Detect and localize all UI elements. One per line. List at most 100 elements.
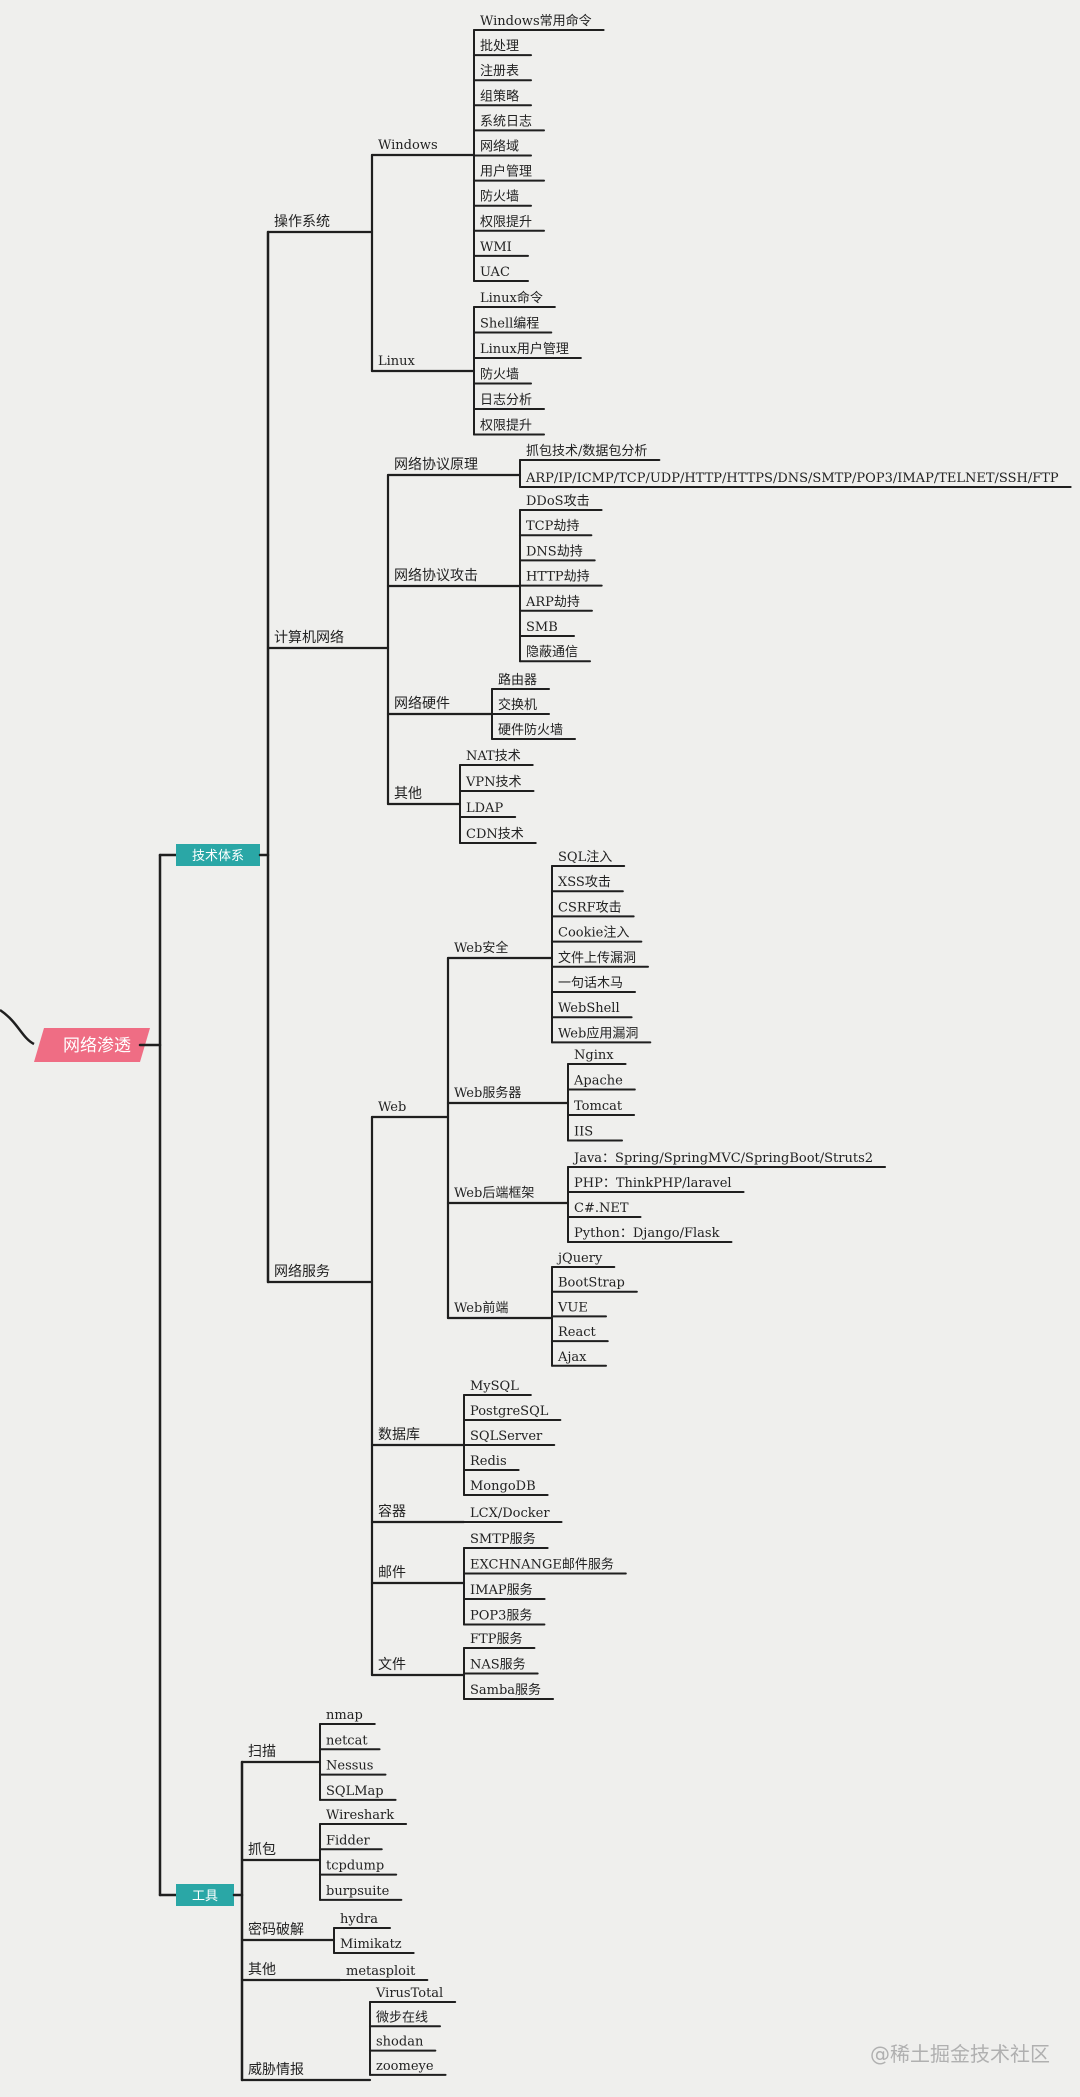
leaf-label: 抓包技术/数据包分析 [526, 444, 647, 459]
leaf-label: IMAP服务 [470, 1582, 533, 1598]
leaf-label: MongoDB [470, 1479, 536, 1494]
branch-label: Web后端框架 [454, 1186, 534, 1201]
branch-label: 其他 [248, 1962, 276, 1978]
branch-label: 文件 [378, 1657, 406, 1673]
branch-label: 容器 [378, 1503, 406, 1520]
leaf-label: tcpdump [326, 1859, 384, 1874]
leaf-label: Python：Django/Flask [574, 1226, 720, 1241]
branch-label: 计算机网络 [274, 630, 344, 646]
branch-label: 网络协议攻击 [394, 568, 478, 584]
leaf-label: 路由器 [498, 672, 537, 688]
leaf-label: shodan [376, 2035, 424, 2050]
branch-label: 密码破解 [248, 1921, 304, 1938]
leaf-label: 日志分析 [480, 393, 532, 408]
root-node [34, 1028, 150, 1062]
leaf-label: VUE [557, 1300, 588, 1315]
leaf-label: Windows常用命令 [480, 13, 592, 29]
leaf-label: Tomcat [574, 1099, 623, 1114]
leaf-label: nmap [326, 1708, 363, 1723]
leaf-label: CDN技术 [466, 827, 524, 842]
leaf-label: HTTP劫持 [526, 570, 590, 585]
leaf-label: DNS劫持 [526, 544, 583, 559]
branch-label: 网络服务 [274, 1264, 330, 1280]
branch-label: 网络协议原理 [394, 457, 478, 473]
leaf-label: Linux命令 [480, 290, 543, 306]
category-tools [176, 1884, 234, 1906]
leaf-label: SQLServer [470, 1429, 543, 1444]
leaf-label: TCP劫持 [526, 519, 579, 534]
leaf-label: BootStrap [558, 1276, 625, 1291]
leaf-label: POP3服务 [470, 1608, 532, 1624]
leaf-label: jQuery [556, 1251, 603, 1266]
leaf-label: Fidder [326, 1833, 371, 1848]
connector-line [0, 1008, 35, 1046]
leaf-label: 防火墙 [480, 189, 519, 205]
leaf-label: SQLMap [326, 1784, 384, 1799]
leaf-label: 一句话木马 [558, 976, 623, 991]
leaf-label: 注册表 [480, 64, 519, 79]
leaf-label: Redis [470, 1454, 507, 1469]
leaf-label: WebShell [558, 1001, 620, 1016]
leaf-label: 权限提升 [480, 214, 532, 230]
leaf-label: Wireshark [326, 1808, 394, 1823]
leaf-label: 防火墙 [480, 367, 519, 383]
leaf-label: VirusTotal [375, 1986, 443, 2001]
leaf-label: Ajax [557, 1350, 587, 1365]
leaf-label: Shell编程 [480, 317, 539, 332]
leaf-label: netcat [326, 1733, 368, 1748]
branch-label: 抓包 [248, 1842, 276, 1858]
branch-label: 网络硬件 [394, 696, 450, 712]
leaf-label: React [558, 1325, 597, 1340]
leaf-label: NAT技术 [466, 749, 521, 764]
leaf-label: 系统日志 [480, 114, 532, 129]
leaf-label: Nessus [326, 1759, 373, 1774]
leaf-label: 网络域 [480, 139, 519, 155]
category-tech-label: 技术体系 [192, 849, 244, 864]
leaf-label: hydra [340, 1912, 378, 1927]
leaf-label: NAS服务 [470, 1657, 526, 1673]
leaf-label: PostgreSQL [470, 1404, 549, 1419]
leaf-label: zoomeye [376, 2059, 434, 2074]
leaf-label: ARP/IP/ICMP/TCP/UDP/HTTP/HTTPS/DNS/SMTP/… [525, 471, 1059, 486]
leaf-label: Linux用户管理 [480, 341, 569, 357]
leaf-label: SMTP服务 [470, 1531, 536, 1547]
leaf-label: Web应用漏洞 [558, 1025, 638, 1041]
branch-label: Web前端 [454, 1300, 508, 1316]
branch-label: Web安全 [454, 940, 508, 956]
leaf-label: 用户管理 [480, 164, 532, 180]
leaf-label: 隐蔽通信 [526, 645, 578, 660]
leaf-label: FTP服务 [470, 1631, 522, 1647]
category-tech [176, 844, 260, 866]
leaf-label: Nginx [574, 1048, 614, 1063]
leaf-label: ARP劫持 [525, 595, 580, 610]
leaf-label: Cookie注入 [558, 926, 629, 941]
branch-label: 操作系统 [274, 214, 330, 230]
leaf-label: Samba服务 [470, 1682, 541, 1698]
leaf-label: burpsuite [326, 1884, 390, 1899]
branch-label: 其他 [394, 786, 422, 802]
leaf-label: 组策略 [480, 88, 519, 104]
leaf-label: WMI [480, 240, 512, 255]
leaf-label: PHP：ThinkPHP/laravel [574, 1176, 732, 1191]
root-label: 网络渗透 [63, 1036, 131, 1056]
branch-label: Windows [378, 138, 438, 153]
leaf-label: IIS [574, 1125, 593, 1140]
leaf-label: C#.NET [574, 1201, 629, 1216]
branch-label: 扫描 [248, 1744, 276, 1760]
leaf-label: 权限提升 [480, 418, 532, 434]
leaf-label: CSRF攻击 [558, 900, 622, 915]
leaf-label: VPN技术 [465, 775, 522, 790]
branch-label: 数据库 [378, 1427, 420, 1443]
leaf-label: Java：Spring/SpringMVC/SpringBoot/Struts2 [572, 1151, 873, 1166]
watermark: @稀土掘金技术社区 [870, 2042, 1050, 2066]
leaf-label: DDoS攻击 [526, 494, 590, 509]
leaf-label: LDAP [466, 801, 503, 816]
leaf-label: 硬件防火墙 [498, 722, 563, 738]
leaf-label: 文件上传漏洞 [558, 950, 636, 966]
leaf-label: SQL注入 [558, 850, 612, 865]
leaf-label: SMB [526, 620, 558, 635]
leaf-label: Mimikatz [340, 1937, 402, 1952]
leaf-label: MySQL [470, 1379, 519, 1394]
leaf-label: 批处理 [480, 39, 519, 54]
